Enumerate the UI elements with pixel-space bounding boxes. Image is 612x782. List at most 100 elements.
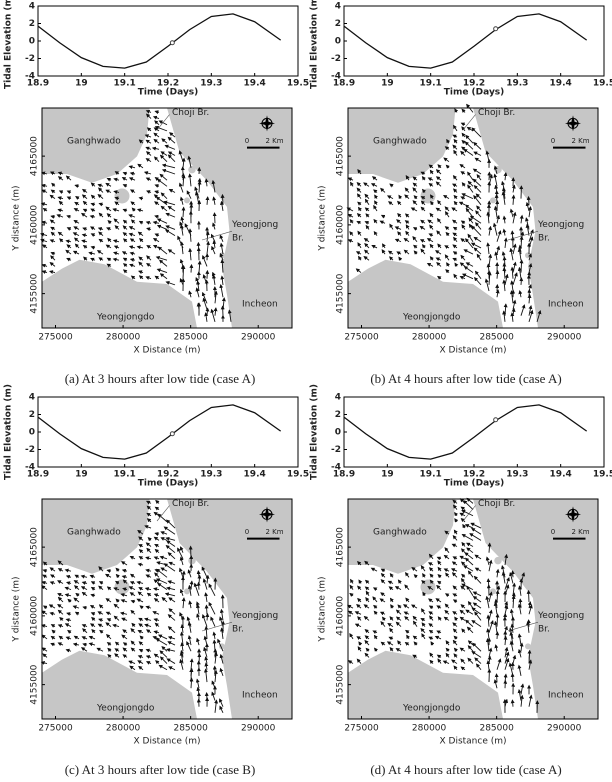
vector [90, 257, 96, 262]
vector [452, 599, 458, 604]
vector [389, 223, 394, 230]
vector [130, 640, 136, 646]
vector [82, 642, 88, 647]
vector [220, 627, 225, 639]
vector [155, 255, 168, 261]
vector [138, 623, 144, 628]
vector [461, 541, 466, 547]
vector [50, 214, 56, 219]
vector [90, 202, 96, 207]
vector [83, 256, 88, 261]
vector [467, 233, 474, 243]
vector [463, 565, 474, 572]
vector [435, 598, 442, 603]
vector [473, 194, 482, 206]
vector [380, 568, 386, 573]
vector [145, 158, 152, 163]
vector [453, 665, 458, 671]
vector [197, 180, 202, 193]
vector [167, 641, 176, 646]
vector [168, 597, 176, 603]
vector [451, 543, 458, 548]
vector [461, 224, 466, 230]
vector [153, 630, 160, 635]
x-tick-label: 18.9 [27, 79, 49, 89]
vector [114, 201, 120, 206]
vector [421, 175, 426, 181]
vector [146, 518, 152, 523]
vector [81, 239, 88, 244]
vector [356, 636, 362, 640]
vector [520, 304, 526, 316]
vector [57, 604, 64, 609]
x-tick-label: 19.2 [157, 470, 179, 480]
vector [144, 525, 152, 529]
vector [145, 500, 152, 505]
vector [536, 310, 542, 322]
vector [395, 609, 402, 615]
vector [210, 616, 216, 627]
vector [493, 165, 498, 175]
vector [397, 200, 402, 206]
vector [461, 126, 466, 132]
place-label: Ganghwado [67, 137, 121, 147]
vector [106, 213, 112, 218]
vector [64, 586, 72, 591]
vector [444, 609, 450, 615]
vector [463, 266, 474, 273]
vector [105, 633, 112, 640]
vector [437, 560, 442, 566]
caption: (c) At 3 hours after low tide (case B) [65, 762, 256, 777]
caption: (d) At 4 hours after low tide (case A) [370, 762, 561, 777]
x-axis-label: Time (Days) [444, 88, 505, 98]
place-label: Incheon [548, 299, 584, 309]
islet [184, 197, 190, 204]
vector [443, 616, 450, 621]
y-tick-label: 0 [335, 37, 341, 47]
vector [357, 646, 362, 652]
x-tick-label: 19.4 [550, 470, 572, 480]
x-tick-label: 275000 [38, 333, 73, 343]
vector [57, 593, 64, 597]
vector [436, 584, 442, 590]
vector [454, 616, 459, 621]
x-axis-label: X Distance (m) [439, 346, 506, 356]
vector [517, 266, 522, 279]
vector [465, 262, 474, 267]
vector [528, 309, 534, 322]
vector [389, 572, 394, 578]
vector [389, 256, 394, 261]
vector [453, 194, 458, 200]
vector [98, 212, 104, 218]
vector [154, 125, 168, 132]
vector [436, 217, 442, 224]
vector [219, 242, 224, 255]
plot-frame [343, 5, 605, 77]
vector [389, 183, 394, 188]
vector [153, 138, 160, 144]
vector [204, 178, 209, 187]
vector [178, 182, 184, 193]
bridge-leader [201, 230, 233, 241]
vector [386, 641, 394, 646]
vector [98, 257, 104, 262]
vector [437, 566, 442, 572]
vector [159, 555, 168, 560]
vector [42, 653, 48, 658]
vector [42, 605, 48, 610]
vector [219, 200, 224, 212]
vector [357, 561, 362, 566]
vector [155, 638, 168, 646]
vector [445, 231, 450, 237]
vector [49, 194, 56, 200]
vector [137, 660, 144, 665]
vector [437, 275, 442, 280]
vector [106, 569, 112, 573]
vector [41, 183, 48, 188]
vector [167, 205, 176, 212]
bridge-leader [201, 621, 233, 632]
vector [122, 257, 128, 262]
vector [81, 624, 88, 628]
vector [211, 245, 216, 255]
x-tick-label: 19.2 [463, 470, 485, 480]
